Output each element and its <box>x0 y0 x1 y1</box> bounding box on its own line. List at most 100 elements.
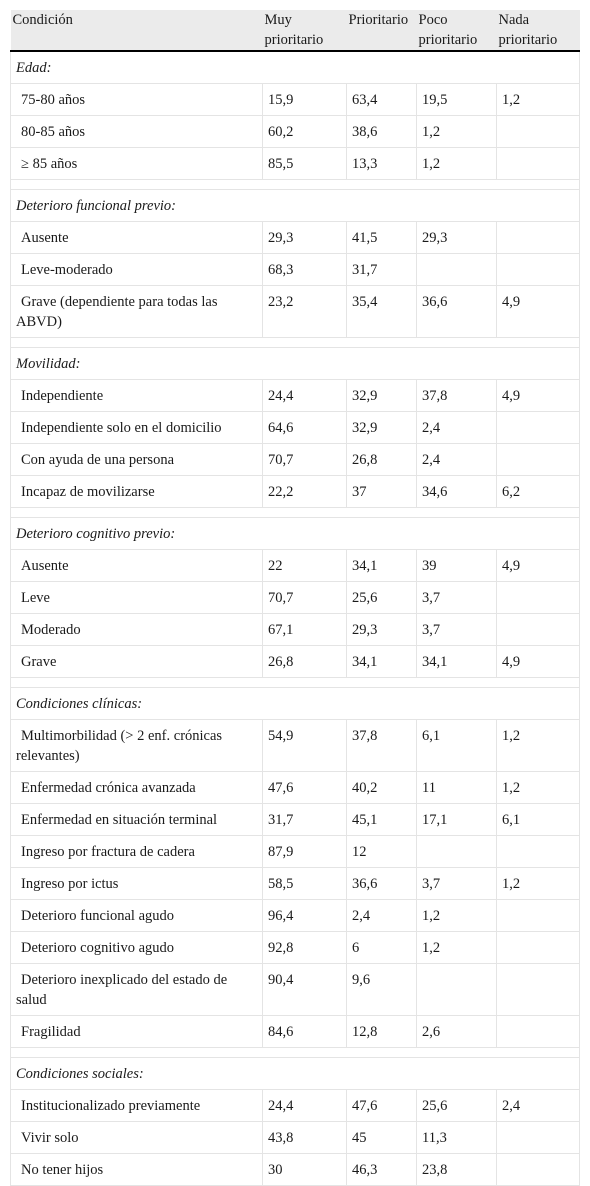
table-row: Independiente 24,4 32,9 37,8 4,9 <box>10 379 580 412</box>
condition-label: Ingreso por fractura de cadera <box>21 844 195 860</box>
very-priority-cell: 23,2 <box>262 285 347 338</box>
section-title: Edad: <box>10 50 580 84</box>
table-body: Edad: 75-80 años 15,9 63,4 19,5 1,2 80-85 años… <box>10 50 580 1186</box>
table-row: Deterioro cognitivo agudo 92,8 6 1,2 <box>10 931 580 964</box>
table-row: Enfermedad crónica avanzada 47,6 40,2 11 1,2 <box>10 771 580 804</box>
condition-label: Ausente <box>21 558 69 574</box>
condition-label: Con ayuda de una persona <box>21 452 175 468</box>
no-priority-cell <box>496 115 580 148</box>
table-row: Leve-moderado 68,3 31,7 <box>10 253 580 286</box>
table-row: ≥ 85 años 85,5 13,3 1,2 <box>10 147 580 180</box>
priority-cell: 2,4 <box>346 899 417 932</box>
priority-cell: 9,6 <box>346 963 417 1016</box>
very-priority-cell: 54,9 <box>262 719 347 772</box>
section-heading-row: Edad: <box>10 50 580 84</box>
condition-cell: Fragilidad <box>10 1015 263 1048</box>
condition-label: Institucionalizado previamente <box>21 1098 201 1114</box>
priority-cell: 32,9 <box>346 379 417 412</box>
header-condition: Condición <box>10 10 263 52</box>
table-row: Grave 26,8 34,1 34,1 4,9 <box>10 645 580 678</box>
condition-label: Leve-moderado <box>21 262 113 278</box>
priority-cell: 47,6 <box>346 1089 417 1122</box>
no-priority-cell <box>496 931 580 964</box>
low-priority-cell: 3,7 <box>416 581 497 614</box>
no-priority-cell: 4,9 <box>496 549 580 582</box>
low-priority-cell: 17,1 <box>416 803 497 836</box>
header-low-priority: Poco prioritario <box>416 10 497 52</box>
low-priority-cell: 36,6 <box>416 285 497 338</box>
condition-label: 80-85 años <box>21 124 86 140</box>
low-priority-cell: 3,7 <box>416 867 497 900</box>
priority-cell: 12,8 <box>346 1015 417 1048</box>
condition-label: Independiente solo en el domicilio <box>21 420 222 436</box>
table-row: Multimorbilidad (> 2 enf. crónicas relev… <box>10 719 580 772</box>
low-priority-cell: 6,1 <box>416 719 497 772</box>
very-priority-cell: 96,4 <box>262 899 347 932</box>
condition-cell: No tener hijos <box>10 1153 263 1186</box>
table-row: Fragilidad 84,6 12,8 2,6 <box>10 1015 580 1048</box>
low-priority-cell <box>416 835 497 868</box>
no-priority-cell: 4,9 <box>496 645 580 678</box>
table-row: 80-85 años 60,2 38,6 1,2 <box>10 115 580 148</box>
condition-cell: ≥ 85 años <box>10 147 263 180</box>
table-row: Ingreso por ictus 58,5 36,6 3,7 1,2 <box>10 867 580 900</box>
very-priority-cell: 92,8 <box>262 931 347 964</box>
table-row: Deterioro inexplicado del estado de salu… <box>10 963 580 1016</box>
very-priority-cell: 47,6 <box>262 771 347 804</box>
priority-cell: 45,1 <box>346 803 417 836</box>
very-priority-cell: 15,9 <box>262 83 347 116</box>
priority-cell: 34,1 <box>346 549 417 582</box>
table-row: Institucionalizado previamente 24,4 47,6 25… <box>10 1089 580 1122</box>
section-heading-row: Condiciones clínicas: <box>10 687 580 720</box>
no-priority-cell <box>496 1015 580 1048</box>
table-row: Enfermedad en situación terminal 31,7 45,1… <box>10 803 580 836</box>
priority-cell: 31,7 <box>346 253 417 286</box>
condition-cell: Deterioro inexplicado del estado de salu… <box>10 963 263 1016</box>
no-priority-cell <box>496 963 580 1016</box>
very-priority-cell: 68,3 <box>262 253 347 286</box>
section-spacer <box>10 1047 580 1058</box>
very-priority-cell: 22,2 <box>262 475 347 508</box>
condition-cell: Deterioro funcional agudo <box>10 899 263 932</box>
table-container: Condición Muy prioritario Prioritario Po… <box>10 10 580 1186</box>
priority-cell: 12 <box>346 835 417 868</box>
condition-label: No tener hijos <box>21 1162 104 1178</box>
condition-label: Independiente <box>21 388 104 404</box>
very-priority-cell: 67,1 <box>262 613 347 646</box>
condition-cell: Ausente <box>10 549 263 582</box>
no-priority-cell: 1,2 <box>496 719 580 772</box>
condition-cell: Leve <box>10 581 263 614</box>
no-priority-cell <box>496 835 580 868</box>
condition-cell: Grave (dependiente para todas las ABVD) <box>10 285 263 338</box>
very-priority-cell: 70,7 <box>262 443 347 476</box>
very-priority-cell: 31,7 <box>262 803 347 836</box>
no-priority-cell <box>496 1121 580 1154</box>
spacer-cell <box>10 337 580 348</box>
no-priority-cell <box>496 899 580 932</box>
very-priority-cell: 84,6 <box>262 1015 347 1048</box>
table-row: Vivir solo 43,8 45 11,3 <box>10 1121 580 1154</box>
very-priority-cell: 90,4 <box>262 963 347 1016</box>
condition-label: Vivir solo <box>21 1130 79 1146</box>
condition-cell: Ingreso por fractura de cadera <box>10 835 263 868</box>
condition-cell: Moderado <box>10 613 263 646</box>
section-heading-row: Condiciones sociales: <box>10 1057 580 1090</box>
very-priority-cell: 24,4 <box>262 1089 347 1122</box>
condition-cell: Deterioro cognitivo agudo <box>10 931 263 964</box>
very-priority-cell: 87,9 <box>262 835 347 868</box>
no-priority-cell: 2,4 <box>496 1089 580 1122</box>
condition-cell: Enfermedad en situación terminal <box>10 803 263 836</box>
low-priority-cell: 2,4 <box>416 411 497 444</box>
table-row: Independiente solo en el domicilio 64,6 32… <box>10 411 580 444</box>
table-row: Grave (dependiente para todas las ABVD) 2… <box>10 285 580 338</box>
condition-label: Ingreso por ictus <box>21 876 119 892</box>
no-priority-cell <box>496 613 580 646</box>
condition-cell: Con ayuda de una persona <box>10 443 263 476</box>
low-priority-cell: 1,2 <box>416 115 497 148</box>
low-priority-cell: 19,5 <box>416 83 497 116</box>
low-priority-cell: 1,2 <box>416 931 497 964</box>
condition-label: Enfermedad crónica avanzada <box>21 780 196 796</box>
low-priority-cell: 11 <box>416 771 497 804</box>
no-priority-cell: 1,2 <box>496 83 580 116</box>
condition-label: 75-80 años <box>21 92 86 108</box>
